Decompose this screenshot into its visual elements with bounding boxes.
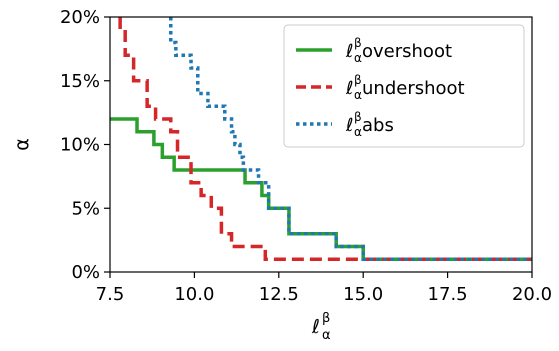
x-axis-label-sup: β — [322, 311, 330, 326]
x-tick-label: 10.0 — [174, 284, 214, 305]
y-tick-label: 5% — [71, 198, 100, 219]
y-tick-label: 10% — [60, 135, 100, 156]
x-tick-label: 17.5 — [428, 284, 468, 305]
axes-layer: 7.5 10.0 12.5 15.0 17.5 20.00%5%10%15%20%αℓ βα — [11, 7, 552, 343]
y-tick-label: 15% — [60, 71, 100, 92]
legend-label-2: ℓ — [345, 78, 353, 99]
series-layer — [110, 17, 532, 261]
legend-label-sub: α — [354, 51, 362, 65]
x-tick-label: 15.0 — [343, 284, 383, 305]
x-tick-label: 7.5 — [96, 284, 125, 305]
legend-label-text: abs — [362, 115, 394, 136]
legend-label-sup: β — [354, 110, 362, 124]
y-tick-label: 0% — [71, 262, 100, 283]
series-line-2 — [118, 17, 532, 261]
legend-box — [283, 24, 525, 148]
y-tick-label: 20% — [60, 7, 100, 28]
legend-label-sup: β — [354, 36, 362, 50]
legend-label-1: ℓ — [345, 41, 353, 62]
series-line-1 — [110, 117, 532, 261]
series-line-3 — [169, 17, 532, 261]
legend-label-sub: α — [354, 88, 362, 102]
x-axis-label: ℓ — [311, 316, 320, 338]
x-axis-label-sub: α — [322, 328, 331, 343]
x-tick-label: 12.5 — [259, 284, 299, 305]
legend-label-text: overshoot — [362, 41, 452, 62]
legend-label-text: undershoot — [362, 78, 465, 99]
legend-label-sub: α — [354, 125, 362, 139]
x-tick-label: 20.0 — [512, 284, 552, 305]
legend-label-3: ℓ — [345, 115, 353, 136]
legend-label-sup: β — [354, 73, 362, 87]
y-axis-label: α — [11, 138, 33, 151]
